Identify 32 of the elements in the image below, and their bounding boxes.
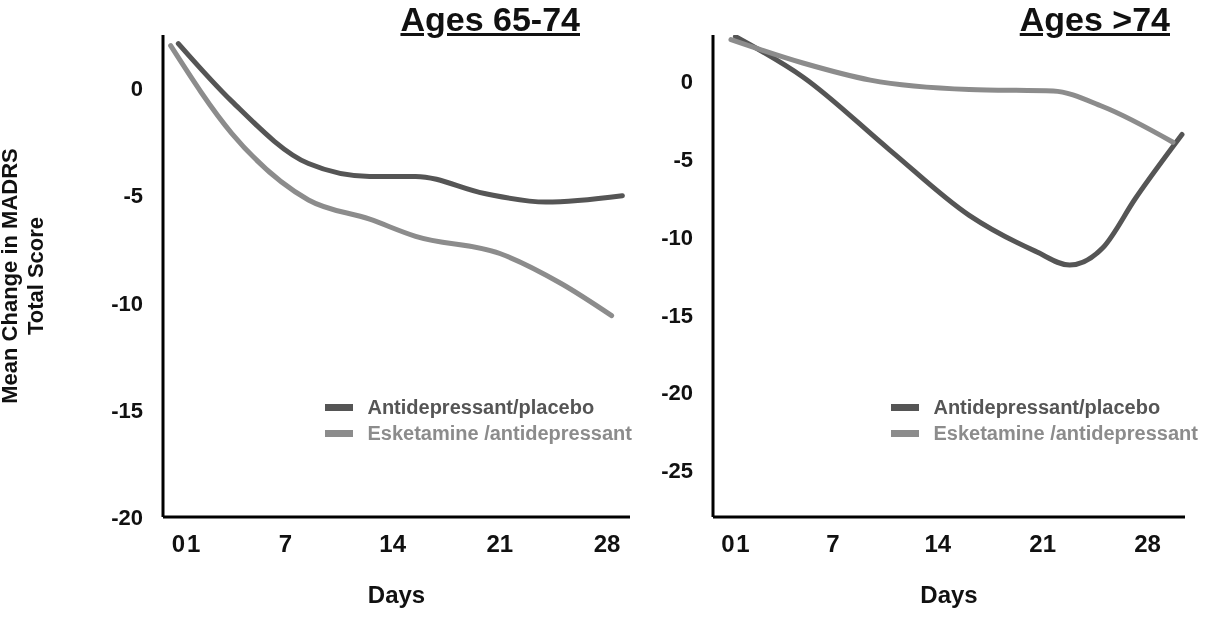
x-tick-label: 0	[171, 530, 185, 558]
y-tick-label: -15	[111, 397, 143, 423]
x-tick-label: 7	[826, 530, 840, 558]
legend-label: Antidepressant/placebo	[366, 395, 596, 420]
y-tick-label: 0	[130, 76, 143, 102]
y-tick-label: -5	[123, 183, 143, 209]
x-tick-label: 28	[1134, 530, 1161, 558]
x-tick-label: 14	[924, 530, 952, 558]
x-tick-label: 28	[593, 530, 621, 558]
y-tick-label: -5	[673, 147, 693, 173]
x-tick-label: 1	[186, 530, 201, 558]
y-tick-label: -20	[661, 380, 693, 406]
x-tick-label: 14	[379, 530, 407, 558]
legend-label: Esketamine /antidepressant	[366, 421, 632, 446]
x-axis-title: Days	[920, 581, 978, 608]
y-tick-label: -25	[661, 458, 693, 484]
legend-label: Antidepressant/placebo	[932, 395, 1162, 420]
x-tick-label: 0	[721, 530, 735, 558]
x-axis-title: Days	[367, 581, 426, 608]
y-tick-label: -15	[661, 302, 693, 328]
legend-label: Esketamine /antidepressant	[932, 421, 1198, 446]
x-tick-label: 21	[1029, 530, 1056, 558]
x-tick-label: 7	[278, 530, 293, 558]
y-tick-label: -10	[111, 290, 143, 316]
x-tick-label: 1	[736, 530, 750, 558]
y-axis-title: Mean Change in MADRS Total Score	[0, 148, 48, 404]
chart-title: Ages 65-74	[400, 0, 580, 39]
x-tick-label: 21	[486, 530, 514, 558]
chart-title: Ages >74	[1019, 0, 1170, 39]
y-tick-label: 0	[680, 69, 693, 95]
y-tick-label: -20	[111, 504, 143, 530]
y-tick-label: -10	[661, 224, 693, 250]
